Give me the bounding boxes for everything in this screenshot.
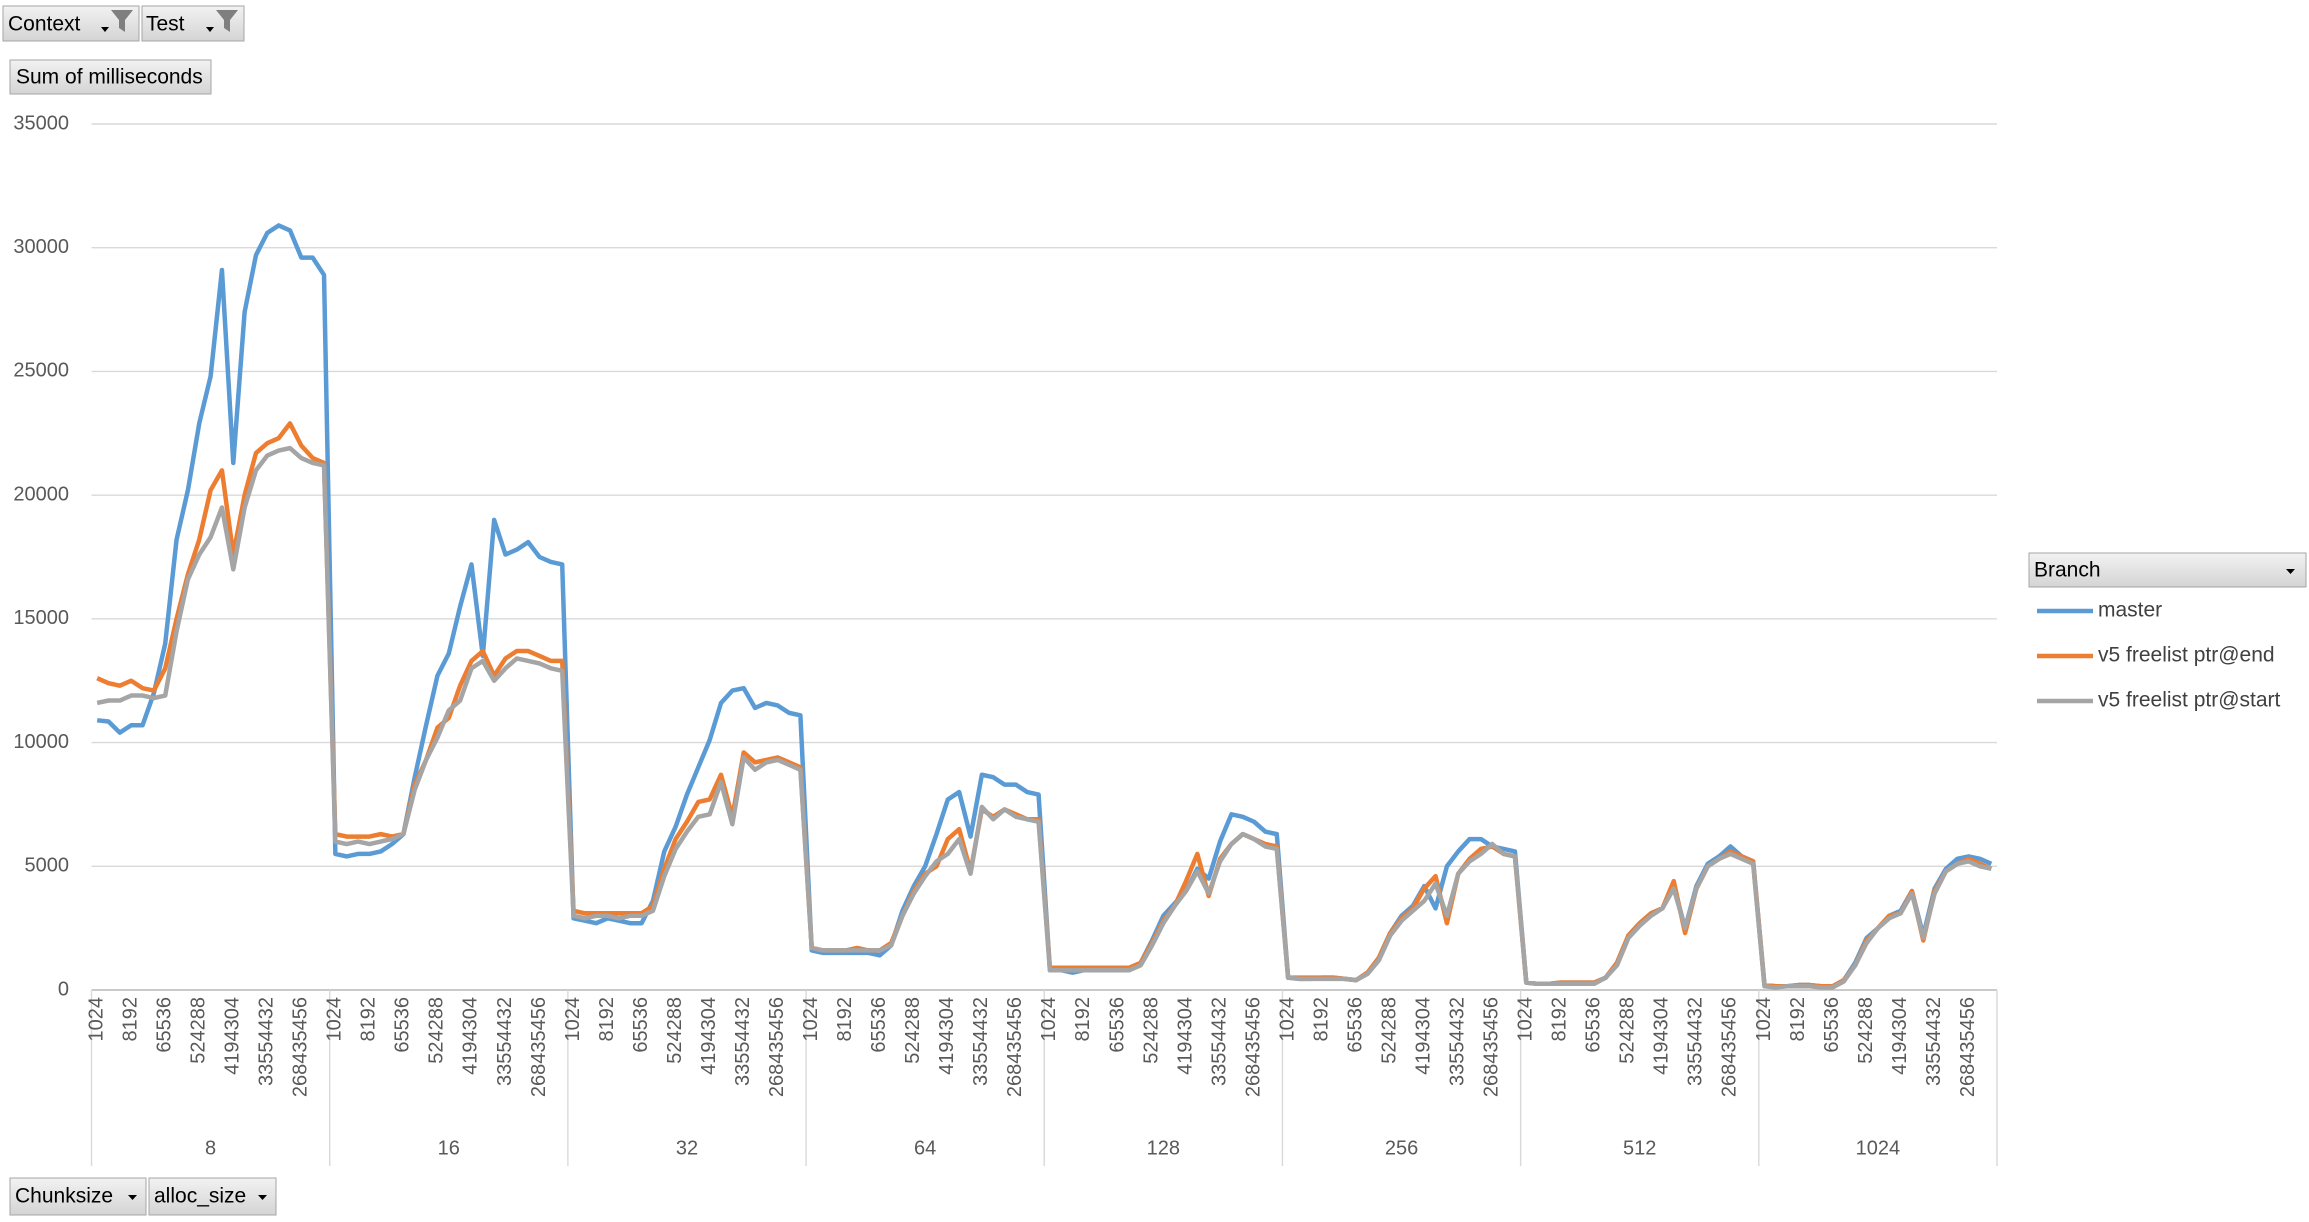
filter-button[interactable]: Context (2, 5, 140, 42)
y-tick-label: 20000 (13, 483, 69, 505)
x-tick-label: 33554432 (1685, 997, 1707, 1086)
x-tick-label: 268435456 (766, 997, 788, 1097)
y-tick-label: 5000 (25, 855, 70, 877)
x-tick-label: 8192 (834, 997, 856, 1042)
filter-label: Context (8, 13, 81, 36)
x-tick-label: 65536 (154, 997, 176, 1053)
x-tick-label: 268435456 (1242, 997, 1264, 1097)
x-tick-label: 524288 (902, 997, 924, 1064)
x-tick-label: 1024 (562, 997, 584, 1042)
group-label: 8 (205, 1137, 216, 1159)
group-label: 256 (1385, 1137, 1418, 1159)
x-tick-label: 4194304 (936, 997, 958, 1075)
x-tick-label: 524288 (1140, 997, 1162, 1064)
x-tick-label: 8192 (119, 997, 141, 1042)
x-tick-label: 33554432 (970, 997, 992, 1086)
group-label: 512 (1623, 1137, 1656, 1159)
x-tick-label: 8192 (596, 997, 618, 1042)
row-field-label: Chunksize (15, 1185, 113, 1208)
x-tick-label: 65536 (868, 997, 890, 1053)
series-line (96, 445, 1992, 990)
x-tick-label: 8192 (358, 997, 380, 1042)
x-tick-label: 268435456 (290, 997, 312, 1097)
x-tick-label: 1024 (1276, 997, 1298, 1042)
x-tick-label: 65536 (1583, 997, 1605, 1053)
row-field-label: alloc_size (154, 1185, 246, 1208)
group-label: 128 (1147, 1137, 1180, 1159)
y-tick-label: 0 (58, 978, 69, 1000)
x-tick-label: 33554432 (1447, 997, 1469, 1086)
legend-title: Branch (2034, 559, 2101, 582)
x-tick-label: 1024 (85, 997, 107, 1042)
group-label: 1024 (1856, 1137, 1901, 1159)
x-tick-label: 33554432 (732, 997, 754, 1086)
legend-field-button[interactable]: Branch (2028, 552, 2307, 588)
legend-label: v5 freelist ptr@start (2098, 689, 2281, 712)
x-tick-label: 8192 (1072, 997, 1094, 1042)
group-label: 64 (914, 1137, 936, 1159)
x-tick-label: 65536 (1106, 997, 1128, 1053)
x-tick-label: 268435456 (1719, 997, 1741, 1097)
x-tick-label: 8192 (1310, 997, 1332, 1042)
x-tick-label: 268435456 (1481, 997, 1503, 1097)
x-tick-label: 33554432 (1923, 997, 1945, 1086)
value-field-label: Sum of milliseconds (16, 66, 203, 89)
x-tick-label: 4194304 (222, 997, 244, 1075)
x-tick-label: 1024 (1753, 997, 1775, 1042)
x-tick-label: 65536 (1821, 997, 1843, 1053)
x-tick-label: 524288 (188, 997, 210, 1064)
x-tick-label: 268435456 (1004, 997, 1026, 1097)
group-label: 16 (438, 1137, 460, 1159)
legend-label: v5 freelist ptr@end (2098, 644, 2275, 667)
row-field-button[interactable]: alloc_size (148, 1177, 277, 1216)
filter-button[interactable]: Test (141, 5, 245, 42)
x-tick-label: 65536 (1344, 997, 1366, 1053)
legend-item[interactable]: v5 freelist ptr@start (2037, 689, 2281, 712)
y-tick-label: 30000 (13, 236, 69, 258)
x-tick-label: 1024 (324, 997, 346, 1042)
x-tick-label: 33554432 (494, 997, 516, 1086)
y-tick-label: 15000 (13, 607, 69, 629)
x-tick-label: 4194304 (460, 997, 482, 1075)
x-tick-label: 524288 (426, 997, 448, 1064)
x-tick-label: 4194304 (1651, 997, 1673, 1075)
group-label: 32 (676, 1137, 698, 1159)
x-tick-label: 4194304 (698, 997, 720, 1075)
legend-label: master (2098, 599, 2162, 622)
x-tick-label: 8192 (1787, 997, 1809, 1042)
x-tick-label: 268435456 (528, 997, 550, 1097)
x-tick-label: 33554432 (1208, 997, 1230, 1086)
x-tick-label: 33554432 (256, 997, 278, 1086)
y-tick-label: 35000 (13, 112, 69, 134)
x-tick-label: 524288 (1378, 997, 1400, 1064)
x-tick-label: 268435456 (1957, 997, 1979, 1097)
x-tick-label: 65536 (392, 997, 414, 1053)
x-tick-label: 524288 (1617, 997, 1639, 1064)
filter-label: Test (146, 13, 185, 36)
x-tick-label: 4194304 (1174, 997, 1196, 1075)
x-tick-label: 524288 (1855, 997, 1877, 1064)
y-tick-label: 25000 (13, 360, 69, 382)
x-tick-label: 1024 (800, 997, 822, 1042)
x-tick-label: 1024 (1515, 997, 1537, 1042)
legend-item[interactable]: v5 freelist ptr@end (2037, 644, 2275, 667)
x-tick-label: 4194304 (1889, 997, 1911, 1075)
row-field-button[interactable]: Chunksize (9, 1177, 147, 1216)
y-tick-label: 10000 (13, 731, 69, 753)
x-tick-label: 1024 (1038, 997, 1060, 1042)
x-tick-label: 65536 (630, 997, 652, 1053)
x-tick-label: 524288 (664, 997, 686, 1064)
value-field-button[interactable]: Sum of milliseconds (9, 59, 212, 95)
x-tick-label: 4194304 (1412, 997, 1434, 1075)
x-tick-label: 8192 (1549, 997, 1571, 1042)
legend-item[interactable]: master (2037, 599, 2162, 622)
plot-area: 0 5000 10000 15000 20000 25000 30000 35000 8 16 32… (13, 112, 1998, 1166)
